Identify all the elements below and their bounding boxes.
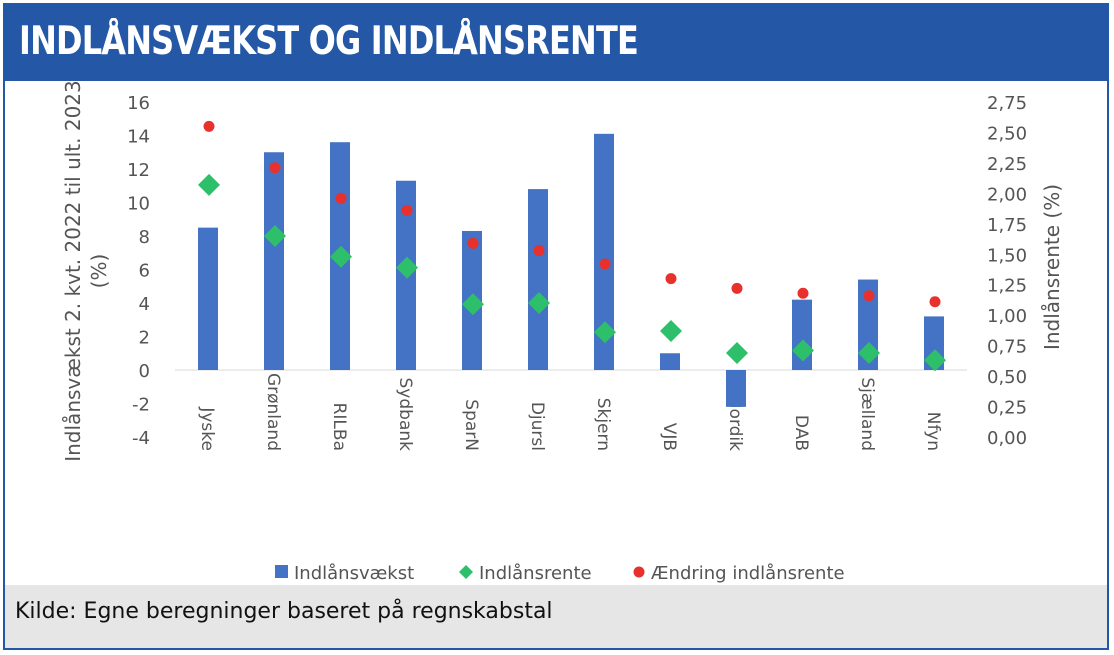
source-footer: Kilde: Egne beregninger baseret på regns… xyxy=(5,585,1107,648)
legend-label: Indlånsrente xyxy=(479,563,592,584)
diamond-marker xyxy=(924,349,946,372)
diamond-series xyxy=(198,173,946,372)
y-left-tick-label: 6 xyxy=(139,261,150,282)
x-tick-label: Skjern xyxy=(593,398,613,451)
x-tick-label: Sydbank xyxy=(395,378,415,452)
y-right-tick-label: 2,75 xyxy=(987,93,1027,114)
bar xyxy=(594,133,614,370)
diamond-marker xyxy=(792,339,814,362)
source-note: Kilde: Egne beregninger baseret på regns… xyxy=(15,599,553,624)
axes: 16 14 12 10 8 6 4 2 0 -2 -4 2,75 2,50 2,25 2,00 1,75 1,5… xyxy=(61,81,1064,462)
y-right-tick-label: 2,50 xyxy=(987,123,1027,144)
legend-label: Indlånsvækst xyxy=(294,563,414,584)
x-tick-label: Grønland xyxy=(263,373,283,451)
y-left-tick-label: 12 xyxy=(127,160,150,181)
x-tick-label: Djursl xyxy=(527,402,547,451)
dot-series xyxy=(203,120,941,308)
legend-bar-swatch xyxy=(275,565,288,578)
page-title: INDLÅNSVÆKST OG INDLÅNSRENTE xyxy=(19,19,639,64)
y-left-tick-label: 10 xyxy=(127,194,150,215)
x-tick-label: SparN xyxy=(461,399,481,451)
y-left-axis-label: (%) xyxy=(87,254,111,289)
dot-marker xyxy=(731,282,743,294)
dot-marker xyxy=(797,287,809,299)
dot-marker xyxy=(203,120,215,132)
y-right-axis-label: Indlånsrente (%) xyxy=(1040,184,1064,350)
y-right-tick-label: 2,25 xyxy=(987,154,1027,175)
x-tick-label: Jyske xyxy=(197,406,217,451)
legend-dot-swatch xyxy=(633,566,645,578)
dot-marker xyxy=(401,204,413,216)
x-tick-label: Nfyn xyxy=(923,412,943,451)
dot-marker xyxy=(665,273,677,285)
y-right-tick-label: 0,25 xyxy=(987,398,1027,419)
diamond-marker xyxy=(396,256,418,279)
diamond-marker xyxy=(264,225,286,247)
y-right-tick-label: 0,75 xyxy=(987,337,1027,358)
legend-label: Ændring indlånsrente xyxy=(651,563,845,584)
bar xyxy=(726,370,746,407)
y-left-tick-label: 8 xyxy=(139,227,150,248)
diamond-marker xyxy=(660,320,682,343)
y-left-tick-label: -4 xyxy=(132,428,150,449)
x-tick-label: Sjælland xyxy=(857,377,877,451)
bar xyxy=(528,189,548,370)
y-left-tick-label: 4 xyxy=(139,294,150,315)
y-right-tick-label: 1,25 xyxy=(987,276,1027,297)
diamond-marker xyxy=(528,292,550,314)
diamond-marker xyxy=(594,321,616,344)
y-right-tick-label: 0,50 xyxy=(987,367,1027,388)
diamond-marker xyxy=(462,293,484,316)
y-right-tick-label: 1,75 xyxy=(987,215,1027,236)
dot-marker xyxy=(467,237,479,249)
x-tick-label: DAB xyxy=(791,415,811,451)
y-left-tick-label: 0 xyxy=(139,361,150,382)
x-tick-label: Nordik xyxy=(725,396,745,451)
y-left-axis-label: Indlånsvækst 2. kvt. 2022 til ult. 2023 xyxy=(61,81,85,462)
dot-marker xyxy=(533,245,545,257)
bar xyxy=(660,353,680,370)
y-left-tick-label: 16 xyxy=(127,93,150,114)
chart: 16 14 12 10 8 6 4 2 0 -2 -4 2,75 2,50 2,25 2,00 1,75 1,5… xyxy=(61,81,1064,584)
dot-marker xyxy=(599,258,611,270)
diamond-marker xyxy=(198,173,220,196)
y-right-tick-label: 1,00 xyxy=(987,306,1027,327)
y-left-tick-label: 2 xyxy=(139,328,150,349)
diamond-marker xyxy=(858,341,880,364)
dot-marker xyxy=(863,290,875,302)
dot-marker xyxy=(335,192,347,204)
bar-series xyxy=(198,133,944,407)
diamond-marker xyxy=(726,341,748,364)
bar xyxy=(198,227,218,370)
y-right-tick-label: 0,00 xyxy=(987,428,1027,449)
y-right-tick-label: 2,00 xyxy=(987,184,1027,205)
dot-marker xyxy=(269,162,281,174)
legend: Indlånsvækst Indlånsrente Ændring indlånsr… xyxy=(275,563,845,584)
diamond-marker xyxy=(330,245,352,268)
header-bar: INDLÅNSVÆKST OG INDLÅNSRENTE xyxy=(5,5,1107,81)
legend-diamond-swatch xyxy=(459,565,473,579)
y-left-tick-label: 14 xyxy=(127,127,150,148)
figure-frame: INDLÅNSVÆKST OG INDLÅNSRENTE 16 14 12 10 8 6 4… xyxy=(3,3,1109,650)
dot-marker xyxy=(929,296,941,308)
bar xyxy=(264,152,284,370)
x-tick-label: RILBa xyxy=(329,403,349,451)
y-right-tick-label: 1,50 xyxy=(987,245,1027,266)
y-left-tick-label: -2 xyxy=(132,395,150,416)
x-tick-label: VJB xyxy=(659,423,679,451)
